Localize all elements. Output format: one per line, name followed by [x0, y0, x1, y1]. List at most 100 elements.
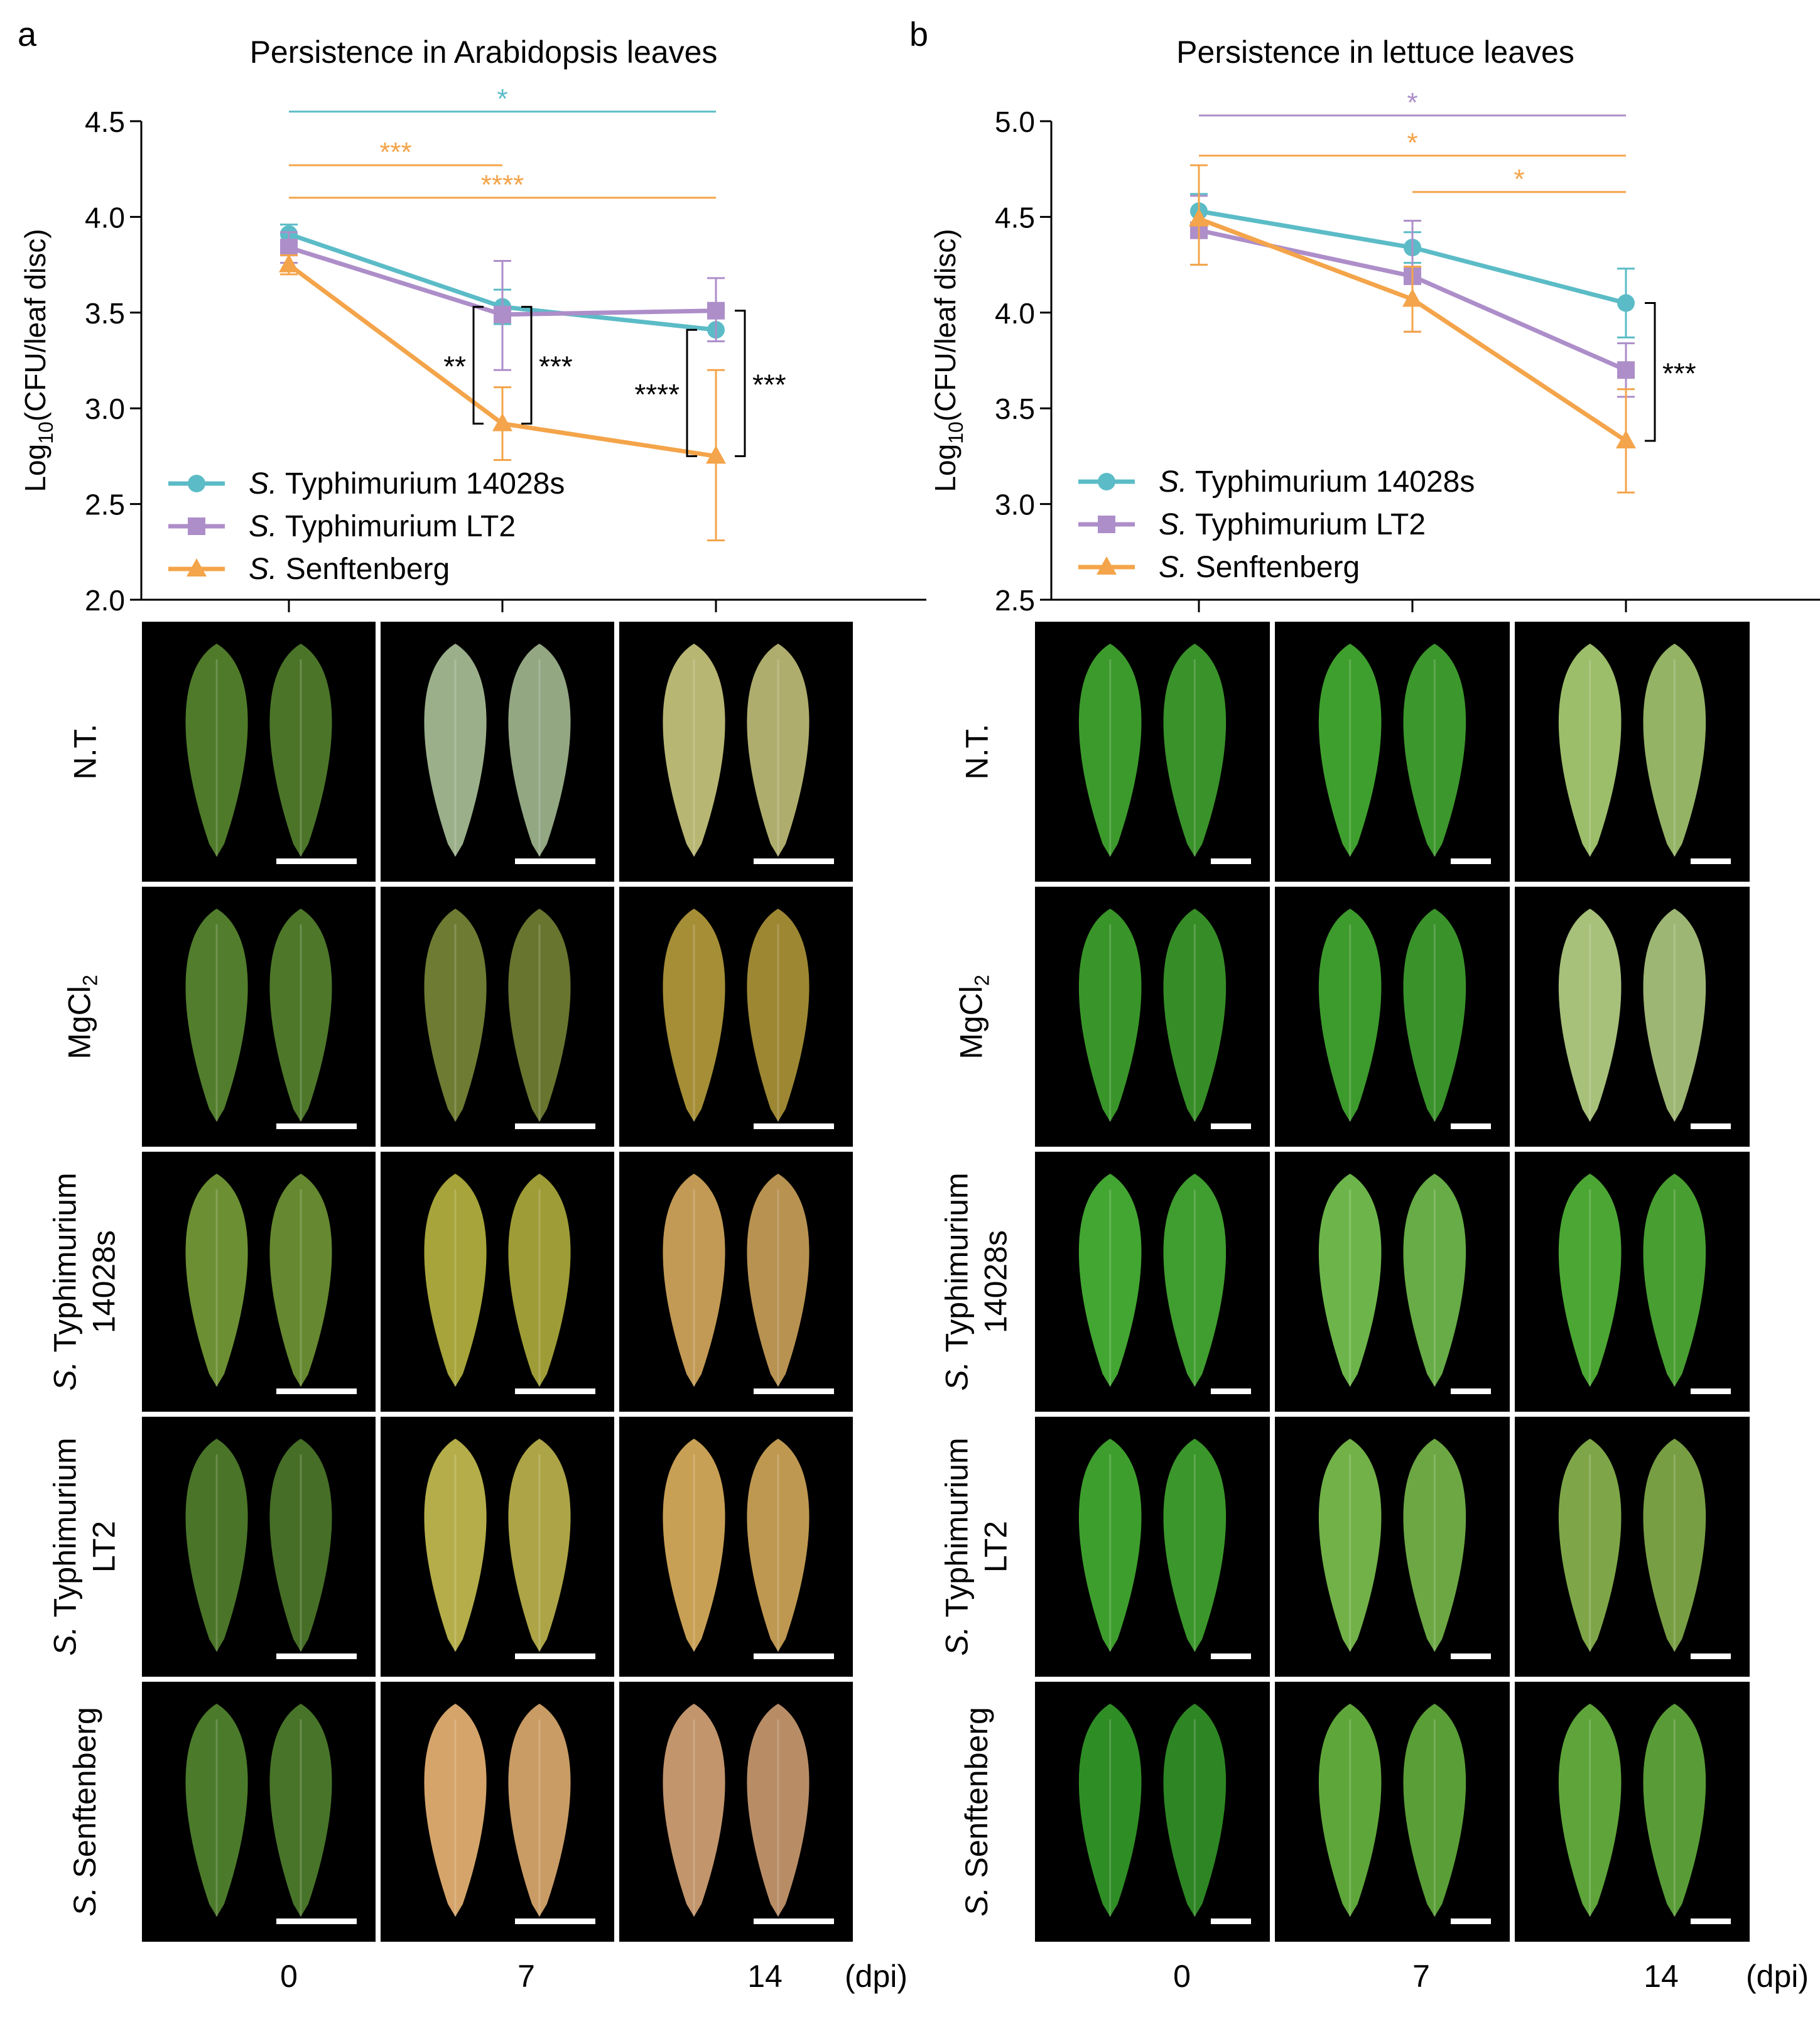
leaf-image	[1318, 1704, 1466, 1917]
leaf-shape	[185, 1704, 248, 1917]
y-tick-label: 4.5	[995, 201, 1035, 234]
leaf-photo	[1515, 1417, 1750, 1677]
legend-marker	[1098, 516, 1115, 533]
leaf-shape	[747, 1704, 810, 1917]
row-label-line: S. Senftenberg	[959, 1707, 995, 1917]
data-point	[279, 254, 299, 273]
leaf-image	[1078, 644, 1227, 857]
leaf-shape	[1643, 909, 1706, 1122]
leaf-shape	[663, 644, 725, 857]
leaf-photo	[381, 1682, 614, 1942]
leaf-shape	[663, 1439, 725, 1652]
row-label-line: LT2	[87, 1520, 122, 1573]
leaf-image	[663, 644, 810, 857]
data-point	[280, 239, 298, 257]
leaf-shape	[1403, 1439, 1466, 1652]
legend-label: S. Senftenberg	[249, 553, 450, 586]
row-label-text: S. Typhimurium LT2	[46, 1437, 124, 1655]
leaf-image	[663, 909, 810, 1122]
leaf-image	[185, 1174, 332, 1387]
dpi-label: 7	[517, 1959, 535, 1994]
leaf-shape	[1643, 1704, 1706, 1917]
leaf-shape	[1163, 909, 1227, 1122]
leaf-photo	[381, 1152, 614, 1412]
row-label-line: 14028s	[978, 1230, 1014, 1334]
leaf-shape	[1558, 1439, 1622, 1652]
legend-marker	[1097, 556, 1117, 575]
leaf-photo	[142, 1417, 376, 1677]
dpi-label: 7	[1412, 1959, 1430, 1994]
leaf-photo	[1035, 1417, 1270, 1677]
data-point	[1617, 294, 1635, 312]
chart-a-title: Persistence in Arabidopsis leaves	[249, 35, 718, 70]
leaf-image	[1078, 1704, 1227, 1917]
scale-bar	[1691, 858, 1731, 864]
row-label-line: S. Typhimurium	[48, 1172, 84, 1391]
row-label-line: N.T.	[959, 723, 994, 780]
leaf-shape	[1558, 1174, 1622, 1387]
leaf-image	[663, 1174, 810, 1387]
data-point	[494, 305, 511, 323]
leaf-shape	[185, 1174, 248, 1387]
leaf-shape	[1318, 1704, 1382, 1917]
leaf-photo	[619, 887, 853, 1147]
leaf-photo	[1515, 622, 1750, 882]
leaf-photo	[1275, 1682, 1510, 1942]
leaf-shape	[424, 1439, 487, 1652]
leaf-shape	[1558, 1704, 1622, 1917]
leaf-photo	[1035, 1682, 1270, 1942]
leaf-image	[1558, 1174, 1706, 1387]
row-label-text: S. Senftenberg	[957, 1707, 996, 1917]
scale-bar	[1691, 1123, 1731, 1129]
scale-bar	[1451, 1653, 1492, 1659]
leaf-shape	[1318, 644, 1382, 857]
photo-grid-b	[1035, 622, 1751, 1942]
panel-a-letter: a	[18, 16, 37, 53]
scale-bar	[276, 1123, 357, 1129]
leaf-shape	[1403, 644, 1466, 857]
leaf-photo	[1035, 1152, 1270, 1412]
leaf-photo	[1275, 622, 1510, 882]
row-label-line: S. Typhimurium	[48, 1437, 84, 1656]
row-label: MgCl2	[38, 887, 132, 1147]
leaf-shape	[1643, 1174, 1706, 1387]
leaf-image	[1078, 1439, 1227, 1652]
legend-label: S. Typhimurium 14028s	[1159, 465, 1475, 499]
scale-bar	[515, 858, 596, 864]
row-label: MgCl2	[929, 887, 1024, 1147]
scale-bar	[1451, 1123, 1492, 1129]
leaf-image	[185, 1439, 332, 1652]
bracket-significance: ****	[634, 378, 680, 411]
leaf-shape	[663, 909, 725, 1122]
row-label-line: S. Senftenberg	[67, 1707, 103, 1917]
scale-bar	[276, 1388, 357, 1394]
scale-bar	[276, 858, 357, 864]
scale-bar	[515, 1653, 596, 1659]
scale-bar	[1691, 1388, 1731, 1394]
row-label: S. Senftenberg	[929, 1682, 1024, 1942]
leaf-shape	[424, 1174, 487, 1387]
y-tick-label: 2.5	[85, 489, 125, 521]
row-label: S. Typhimurium LT2	[929, 1417, 1024, 1677]
leaf-shape	[185, 909, 248, 1122]
legend-label: S. Typhimurium 14028s	[249, 467, 565, 501]
leaf-image	[424, 909, 571, 1122]
leaf-shape	[1163, 644, 1227, 857]
row-label-line: MgCl2	[953, 974, 994, 1059]
y-tick-label: 3.0	[85, 392, 125, 425]
scale-bar	[754, 858, 835, 864]
comparison-bracket	[735, 310, 746, 457]
y-tick-label: 4.0	[995, 297, 1035, 330]
leaf-shape	[1078, 644, 1142, 857]
leaf-image	[1558, 644, 1706, 857]
leaf-image	[663, 1704, 810, 1917]
row-label: S. Typhimurium LT2	[38, 1417, 132, 1677]
legend-label: S. Senftenberg	[1159, 551, 1360, 584]
leaf-photo	[619, 1682, 853, 1942]
dpi-unit: (dpi)	[1745, 1959, 1809, 1994]
leaf-photo	[1515, 887, 1750, 1147]
leaf-shape	[747, 644, 810, 857]
leaf-shape	[424, 644, 487, 857]
leaf-shape	[508, 909, 571, 1122]
